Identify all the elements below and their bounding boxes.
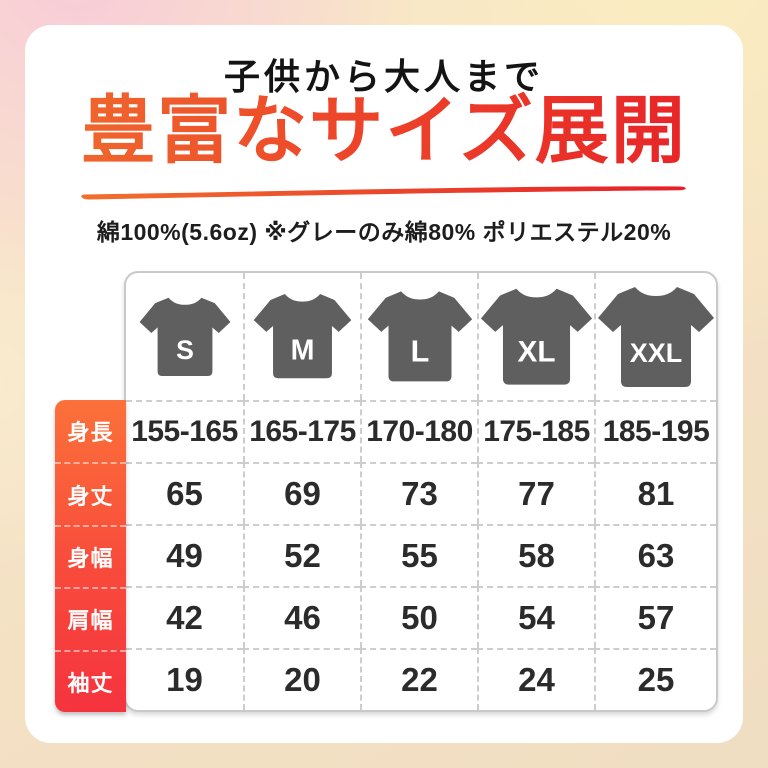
table-cell: 46 [243,586,360,648]
table-cell: 73 [360,462,477,524]
size-letter-l: L [410,335,429,369]
size-letter-m: M [291,335,315,367]
table-cell: 42 [126,586,243,648]
row-header-body-width: 身幅 [55,524,126,587]
table-cell: 49 [126,524,243,586]
table-cell: 69 [243,462,360,524]
row-header-height: 身長 [67,420,114,446]
row-header-shoulder-width: 肩幅 [55,587,126,649]
size-letter-s: S [176,334,194,364]
tshirt-cell-m: M [243,273,360,400]
table-cell: 58 [477,524,594,586]
page-title: 豊富なサイズ展開 [0,90,768,175]
table-cell: 19 [126,648,243,710]
tshirt-icon-xxl: XXL [596,281,716,393]
table-cell: 57 [594,586,716,648]
table-cell: 55 [360,524,477,586]
table-cell: 175-185 [477,400,594,462]
table-cell: 165-175 [243,400,360,462]
table-cell: 54 [477,586,594,648]
size-letter-xxl: XXL [630,338,683,368]
table-cell: 20 [243,648,360,710]
tshirt-icon-s: S [138,293,232,381]
material-note: 綿100%(5.6oz) ※グレーのみ綿80% ポリエステル20% [96,219,672,245]
table-cell: 63 [594,524,716,586]
table-cell: 77 [477,462,594,524]
table-cell: 25 [594,648,716,710]
size-letter-xl: XL [518,335,556,368]
row-header-body-length: 身丈 [55,462,126,524]
table-cell: 24 [477,648,594,710]
size-table: S M L XL XXL 1 [124,271,718,712]
tshirt-cell-l: L [360,273,477,400]
table-cell: 155-165 [126,400,243,462]
title-underline-decoration [81,186,686,200]
tshirt-cell-xxl: XXL [594,273,716,400]
table-cell: 65 [126,462,243,524]
subtitle: 子供から大人まで [223,57,544,97]
table-cell: 50 [360,586,477,648]
table-cell: 185-195 [594,400,716,462]
table-cell: 81 [594,462,716,524]
tshirt-cell-s: S [126,273,243,400]
table-cell: 22 [360,648,477,710]
row-header-sleeve-length: 袖丈 [55,649,126,712]
row-header-column: 身長 身丈 身幅 肩幅 袖丈 [55,400,126,712]
table-cell: 170-180 [360,400,477,462]
tshirt-icon-m: M [252,289,353,383]
tshirt-icon-xl: XL [479,283,594,390]
tshirt-icon-l: L [366,286,474,387]
tshirt-cell-xl: XL [477,273,594,400]
table-cell: 52 [243,524,360,586]
